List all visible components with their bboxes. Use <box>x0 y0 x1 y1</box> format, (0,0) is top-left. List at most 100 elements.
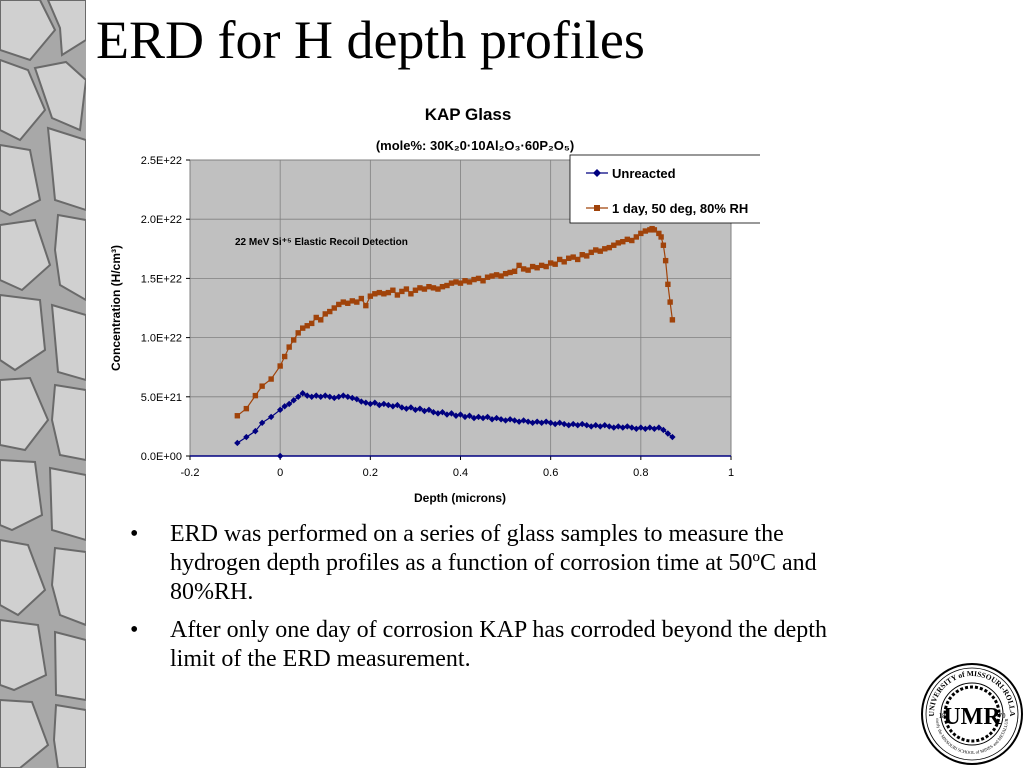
data-point <box>579 252 585 258</box>
slide-title: ERD for H depth profiles <box>96 10 645 70</box>
seal-year-right: 70 <box>999 712 1007 720</box>
data-point <box>642 228 649 234</box>
data-point <box>493 272 500 278</box>
x-tick-label: 0 <box>277 467 283 479</box>
data-point <box>412 287 419 293</box>
x-tick-label: 0.6 <box>543 467 558 479</box>
legend-marker-reacted <box>594 205 600 211</box>
data-point <box>524 418 532 425</box>
data-point <box>295 330 301 336</box>
data-point <box>394 401 401 409</box>
data-point <box>629 237 635 244</box>
data-point <box>376 401 383 409</box>
data-point <box>367 400 374 408</box>
data-point <box>444 282 450 289</box>
data-point <box>552 261 558 267</box>
data-point <box>520 266 527 272</box>
data-point <box>421 286 428 292</box>
data-point <box>561 259 567 265</box>
data-point <box>259 383 265 389</box>
legend-label-reacted: 1 day, 50 deg, 80% RH <box>612 201 748 216</box>
data-point <box>376 289 383 296</box>
data-point <box>345 300 351 306</box>
data-point <box>300 325 306 331</box>
data-point <box>408 291 414 297</box>
data-point <box>380 400 388 408</box>
data-point <box>633 234 640 240</box>
data-point <box>619 424 626 431</box>
data-point <box>507 269 513 276</box>
data-point <box>434 410 442 417</box>
data-point <box>399 288 405 295</box>
data-point <box>470 414 478 422</box>
data-point <box>349 394 356 402</box>
marble-texture-strip <box>0 0 86 768</box>
data-point <box>252 427 259 435</box>
data-point <box>403 286 410 292</box>
data-point <box>394 292 401 298</box>
data-point <box>313 392 320 399</box>
data-point <box>277 363 283 369</box>
data-point <box>466 412 473 419</box>
data-point <box>660 242 667 248</box>
data-point <box>556 419 563 427</box>
data-point <box>448 410 455 417</box>
data-point <box>336 301 342 308</box>
data-point <box>430 285 437 291</box>
data-point <box>660 426 667 434</box>
data-point <box>452 412 460 419</box>
bullet-icon: • <box>130 521 139 547</box>
data-point <box>276 406 284 414</box>
data-point <box>448 280 455 286</box>
data-point <box>651 227 658 233</box>
data-point <box>556 256 563 263</box>
data-point <box>602 246 608 252</box>
data-point <box>390 287 396 293</box>
data-point <box>281 353 288 360</box>
data-point <box>516 262 522 269</box>
data-point <box>502 417 509 424</box>
data-point <box>511 268 518 274</box>
marble-texture-icon <box>0 0 86 768</box>
y-tick-label: 5.0E+21 <box>141 392 182 404</box>
data-point <box>570 254 576 260</box>
data-point <box>637 424 645 431</box>
data-point <box>372 291 378 297</box>
data-point <box>353 395 361 403</box>
data-point <box>479 414 487 422</box>
data-point <box>243 405 250 412</box>
bullet-list: • ERD was performed on a series of glass… <box>130 520 870 683</box>
data-point <box>592 422 599 429</box>
data-point <box>497 416 505 423</box>
data-point <box>234 439 241 447</box>
data-point <box>543 263 549 270</box>
data-point <box>457 411 464 418</box>
data-point <box>412 406 419 414</box>
data-point <box>606 244 612 251</box>
data-point <box>416 405 424 412</box>
data-point <box>363 302 369 309</box>
data-point <box>520 417 527 424</box>
data-point <box>656 230 662 237</box>
data-point <box>276 452 284 460</box>
data-point <box>651 425 658 432</box>
x-tick-label: -0.2 <box>181 467 200 479</box>
kap-glass-chart: KAP Glass (mole%: 30K₂0·10Al₂O₃·60P₂O₅) … <box>109 105 760 505</box>
data-point <box>646 424 654 431</box>
data-point <box>443 411 451 418</box>
data-point <box>318 317 324 323</box>
data-point <box>358 398 365 405</box>
bullet-item: • After only one day of corrosion KAP ha… <box>130 616 870 674</box>
y-tick-label: 2.5E+22 <box>141 155 182 167</box>
data-point <box>268 376 274 382</box>
bullet-text: ERD was performed on a series of glass s… <box>170 521 817 605</box>
data-point <box>281 403 288 410</box>
data-point <box>340 299 346 305</box>
data-point <box>534 265 540 271</box>
data-point <box>669 433 676 441</box>
data-point <box>358 295 365 302</box>
data-point <box>529 419 536 427</box>
data-point <box>658 234 664 240</box>
data-point <box>344 393 351 400</box>
data-point <box>502 270 509 277</box>
